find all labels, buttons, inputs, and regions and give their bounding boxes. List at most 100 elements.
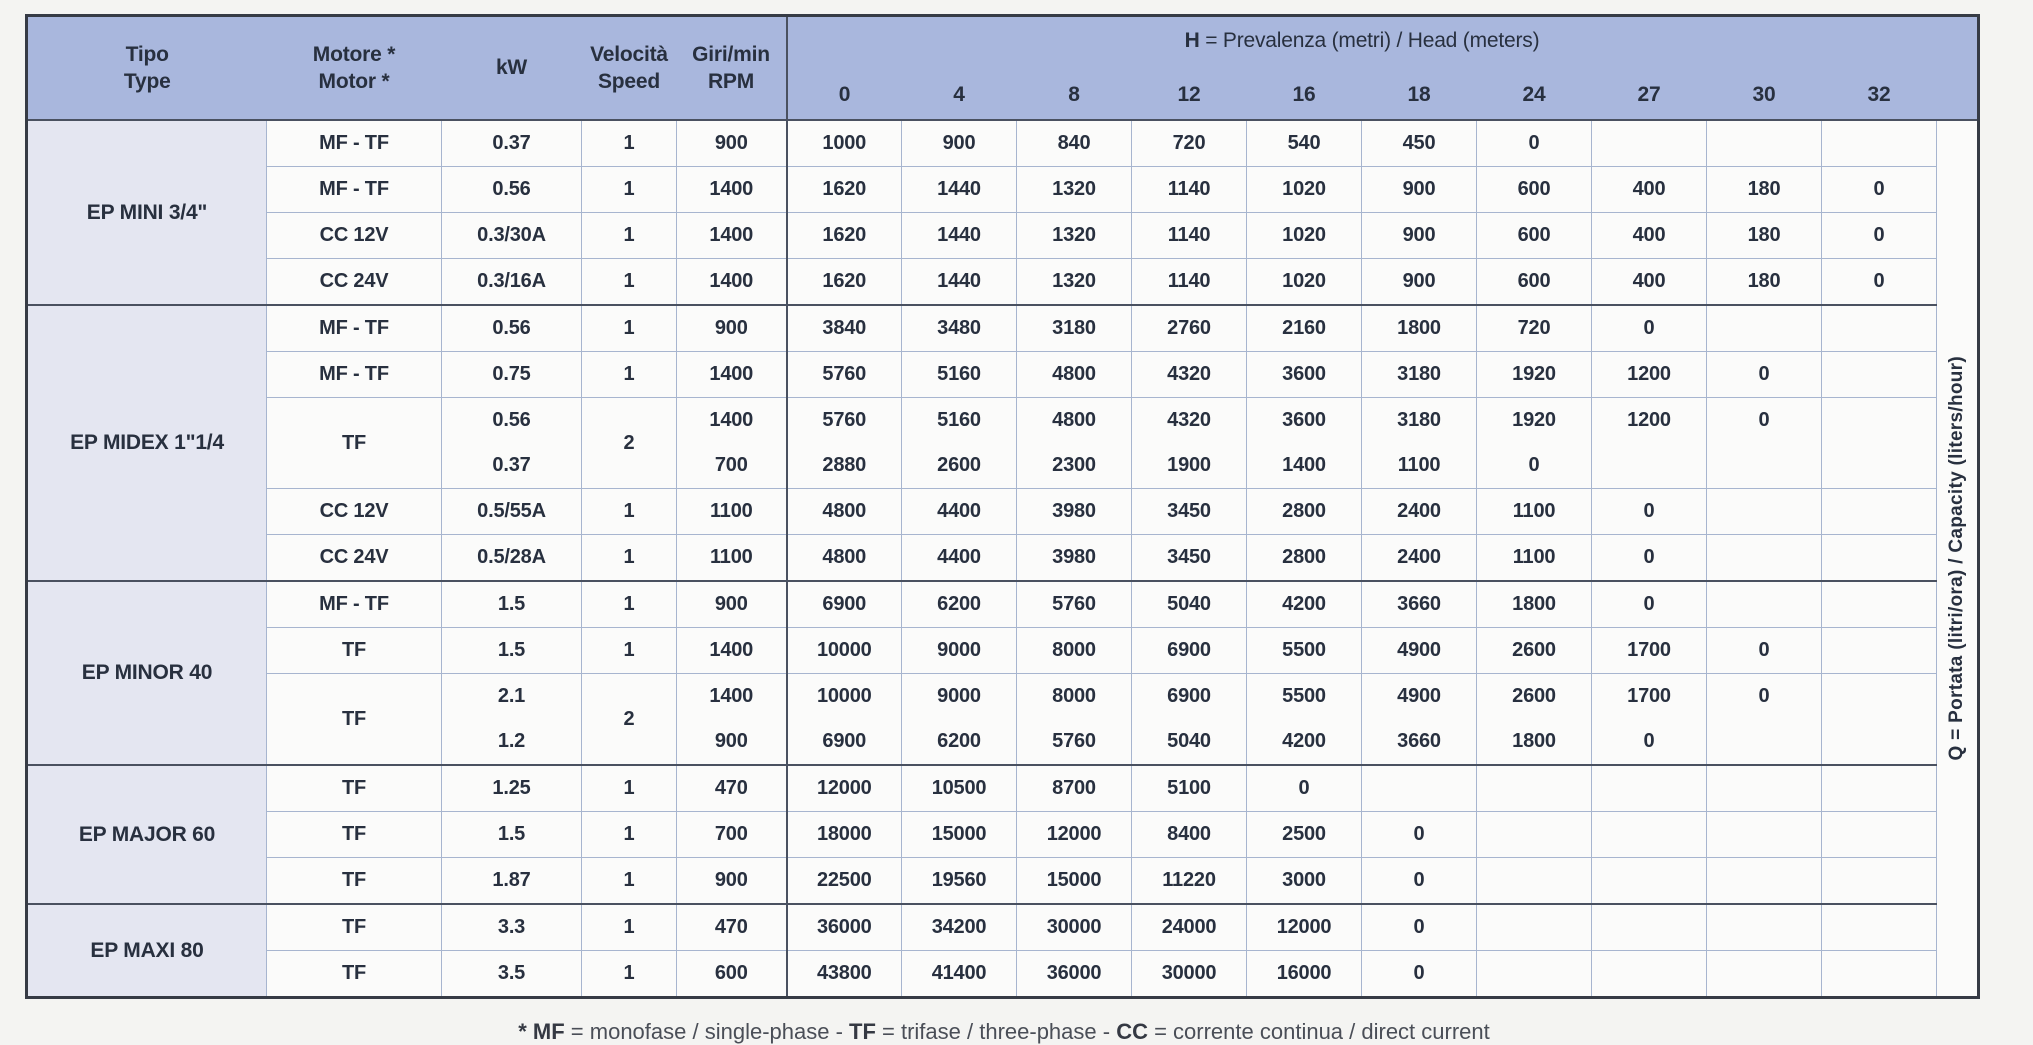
- speed-cell: 1: [581, 488, 677, 535]
- capacity-cell: [1476, 764, 1592, 812]
- capacity-cell: 1440: [901, 258, 1017, 306]
- speed-cell: 1: [581, 627, 677, 674]
- capacity-cell: 0: [1361, 903, 1477, 951]
- capacity-cell: 30000: [1016, 903, 1132, 951]
- rpm-cell: 1400: [676, 258, 787, 306]
- capacity-cell: 4800: [1016, 351, 1132, 398]
- capacity-cell: 1200: [1591, 351, 1707, 398]
- motor-cell: MF - TF: [266, 304, 442, 352]
- capacity-cell: 0: [1476, 119, 1592, 167]
- capacity-cell: 16000: [1246, 950, 1362, 998]
- capacity-cell: 1020: [1246, 166, 1362, 213]
- capacity-cell: 1620: [785, 258, 902, 306]
- capacity-cell: [1821, 719, 1937, 766]
- table-row: CC 12V 0.5/55A 1 1100 4800 4400 3980 3450 2800 24…: [27, 488, 1979, 535]
- rpm-cell: 1400: [676, 673, 787, 719]
- col-header-speed-it: Velocità: [590, 42, 668, 66]
- capacity-cell: 43800: [785, 950, 902, 998]
- capacity-cell: 1320: [1016, 258, 1132, 306]
- rpm-cell: 1400: [676, 212, 787, 259]
- kw-cell: 0.56: [441, 397, 582, 443]
- motor-cell: TF: [266, 950, 442, 998]
- capacity-cell: [1821, 488, 1937, 535]
- capacity-cell: 3480: [901, 304, 1017, 352]
- capacity-cell: 1700: [1591, 627, 1707, 674]
- capacity-cell: 0: [1361, 857, 1477, 905]
- capacity-cell: 2400: [1361, 488, 1477, 535]
- speed-cell: 1: [581, 764, 677, 812]
- q-label-rest: = Portata (litri/ora) / Capacity (liters…: [1946, 356, 1967, 746]
- capacity-cell: 1020: [1246, 258, 1362, 306]
- capacity-cell: 4800: [1016, 397, 1132, 443]
- capacity-cell: 0: [1706, 397, 1822, 443]
- motor-cell: CC 24V: [266, 534, 442, 582]
- capacity-cell: 180: [1706, 166, 1822, 213]
- rpm-cell: 1100: [676, 534, 787, 582]
- capacity-cell: 2160: [1246, 304, 1362, 352]
- capacity-cell: [1591, 443, 1707, 489]
- capacity-cell: 3600: [1246, 351, 1362, 398]
- capacity-cell: [1821, 119, 1937, 167]
- capacity-cell: 6900: [785, 719, 902, 766]
- capacity-cell: 3660: [1361, 580, 1477, 628]
- head-col-16: 16: [1246, 76, 1362, 120]
- rpm-cell: 900: [676, 580, 787, 628]
- kw-cell: 1.5: [441, 811, 582, 858]
- pump-type-label: EP MINI 3/4": [26, 119, 267, 306]
- speed-cell: 1: [581, 119, 677, 167]
- capacity-cell: 6200: [901, 580, 1017, 628]
- pump-type-label: EP MINOR 40: [26, 580, 267, 766]
- rpm-cell: 1400: [676, 166, 787, 213]
- capacity-cell: 180: [1706, 258, 1822, 306]
- capacity-cell: 4900: [1361, 627, 1477, 674]
- capacity-cell: [1706, 304, 1822, 352]
- capacity-cell: 1920: [1476, 397, 1592, 443]
- capacity-cell: 5100: [1131, 764, 1247, 812]
- motor-cell: CC 24V: [266, 258, 442, 306]
- capacity-cell: 5760: [785, 351, 902, 398]
- footnote-tf-bold: TF: [849, 1019, 876, 1044]
- capacity-cell: 3980: [1016, 534, 1132, 582]
- capacity-cell: [1706, 534, 1822, 582]
- speed-cell: 1: [581, 534, 677, 582]
- capacity-cell: 5760: [1016, 719, 1132, 766]
- capacity-cell: 540: [1246, 119, 1362, 167]
- capacity-cell: 3660: [1361, 719, 1477, 766]
- kw-cell: 0.56: [441, 304, 582, 352]
- capacity-cell: 450: [1361, 119, 1477, 167]
- rpm-cell: 470: [676, 764, 787, 812]
- speed-cell: 1: [581, 166, 677, 213]
- capacity-cell: 4900: [1361, 673, 1477, 719]
- capacity-cell: [1476, 857, 1592, 905]
- capacity-cell: 1320: [1016, 166, 1132, 213]
- capacity-cell: [1591, 764, 1707, 812]
- capacity-cell: 900: [901, 119, 1017, 167]
- table-body: EP MINI 3/4" MF - TF 0.37 1 900 1000 900 840 720…: [26, 119, 1979, 998]
- footnote-tf-text: = trifase / three-phase -: [875, 1019, 1117, 1044]
- capacity-cell: [1821, 580, 1937, 628]
- capacity-cell: 2500: [1246, 811, 1362, 858]
- capacity-cell: 1100: [1476, 534, 1592, 582]
- motor-cell: CC 12V: [266, 212, 442, 259]
- capacity-cell: 6900: [785, 580, 902, 628]
- capacity-cell: [1821, 443, 1937, 489]
- footnote-cc-bold: CC: [1116, 1019, 1148, 1044]
- capacity-cell: 4320: [1131, 351, 1247, 398]
- capacity-cell: 4800: [785, 534, 902, 582]
- capacity-cell: 0: [1476, 443, 1592, 489]
- capacity-cell: 1620: [785, 166, 902, 213]
- capacity-cell: 6200: [901, 719, 1017, 766]
- pump-type-label: EP MAXI 80: [26, 903, 267, 998]
- kw-cell: 1.25: [441, 764, 582, 812]
- capacity-cell: 2400: [1361, 534, 1477, 582]
- capacity-cell: 400: [1591, 166, 1707, 213]
- kw-cell: 0.37: [441, 119, 582, 167]
- capacity-cell: 4400: [901, 488, 1017, 535]
- table-row: EP MINOR 40 MF - TF 1.5 1 900 6900 6200 5760 504…: [26, 580, 1979, 766]
- speed-cell: 1: [581, 950, 677, 998]
- capacity-cell: [1591, 903, 1707, 951]
- capacity-cell: 1800: [1361, 304, 1477, 352]
- kw-cell: 1.5: [441, 627, 582, 674]
- rpm-cell: 1400: [676, 397, 787, 443]
- capacity-cell: 840: [1016, 119, 1132, 167]
